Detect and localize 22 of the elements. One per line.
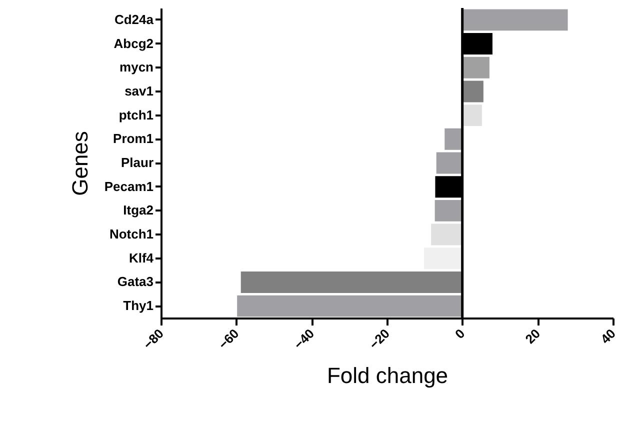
y-tick-label: sav1	[124, 83, 154, 98]
x-axis-title: Fold change	[326, 363, 448, 388]
x-tick-label: 40	[598, 326, 618, 347]
y-tick-label: ptch1	[118, 107, 154, 122]
x-tick-label: −20	[366, 326, 392, 352]
y-tick-label: Klf4	[128, 250, 154, 266]
y-tick-label: Pecam1	[104, 178, 154, 194]
y-tick-label: Cd24a	[114, 12, 154, 27]
x-tick-label: 0	[452, 326, 468, 342]
y-tick-label: Plaur	[120, 155, 154, 170]
y-tick-label: Itga2	[123, 202, 154, 218]
x-tick-label: −80	[140, 326, 166, 352]
x-tick-label: −40	[290, 326, 318, 352]
x-tick-label: 20	[522, 326, 544, 347]
y-tick-label: Gata3	[117, 274, 154, 290]
y-axis-title: Genes	[67, 131, 92, 196]
y-tick-label: Abcg2	[114, 36, 154, 51]
y-tick-label: Thy1	[123, 298, 154, 314]
x-tick-label: −60	[216, 326, 242, 352]
y-tick-label: Notch1	[109, 226, 154, 242]
y-tick-label: mycn	[120, 60, 154, 75]
y-tick-label: Prom1	[113, 131, 154, 146]
